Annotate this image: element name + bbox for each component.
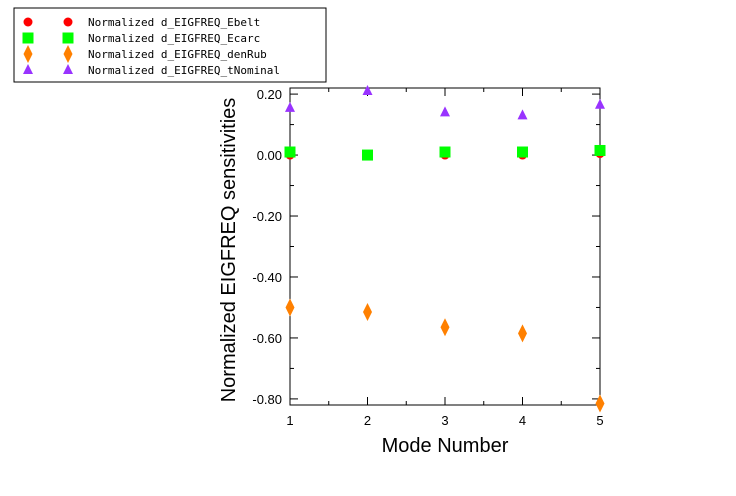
legend-entry: Normalized d_EIGFREQ_denRub xyxy=(23,45,267,63)
legend-marker xyxy=(23,64,33,74)
legend-marker xyxy=(23,45,33,63)
y-axis-label: Normalized EIGFREQ sensitivities xyxy=(218,98,240,403)
y-tick-label: -0.80 xyxy=(252,392,282,407)
data-point xyxy=(594,144,606,156)
data-point xyxy=(284,146,296,158)
data-point xyxy=(439,146,451,158)
x-tick-label: 4 xyxy=(519,413,526,428)
x-tick-label: 1 xyxy=(286,413,293,428)
data-point xyxy=(595,394,605,413)
data-point xyxy=(362,149,373,161)
y-tick-label: -0.20 xyxy=(252,209,282,224)
x-axis-label: Mode Number xyxy=(382,435,509,457)
series-triangle xyxy=(285,85,605,120)
data-point xyxy=(363,303,372,322)
legend-label: Normalized d_EIGFREQ_tNominal xyxy=(88,64,280,77)
legend-marker xyxy=(63,17,73,27)
legend-marker xyxy=(22,32,34,44)
data-point xyxy=(440,318,450,337)
plot-area: 1 2 3 4 5 0.20 0.00 -0.20 -0.40 -0.60 -0.80 xyxy=(252,85,606,428)
data-point xyxy=(362,85,373,96)
data-point xyxy=(517,109,528,120)
legend-label: Normalized d_EIGFREQ_Ecarc xyxy=(88,32,260,45)
y-tick-label: -0.60 xyxy=(252,331,282,346)
legend-label: Normalized d_EIGFREQ_Ebelt xyxy=(88,16,260,29)
legend-label: Normalized d_EIGFREQ_denRub xyxy=(88,48,267,61)
data-point xyxy=(285,101,295,112)
y-tick-label: -0.40 xyxy=(252,270,282,285)
y-tick-label: 0.00 xyxy=(257,148,282,163)
data-point xyxy=(518,324,527,343)
legend-marker xyxy=(23,17,33,27)
legend-marker xyxy=(63,64,73,74)
legend-marker xyxy=(63,45,73,63)
y-tick-label: 0.20 xyxy=(257,87,282,102)
legend-entry: Normalized d_EIGFREQ_Ebelt xyxy=(23,16,260,29)
data-point xyxy=(595,98,605,109)
legend-marker xyxy=(62,32,74,44)
x-tick-label: 2 xyxy=(364,413,371,428)
data-point xyxy=(517,146,528,158)
legend-entry: Normalized d_EIGFREQ_Ecarc xyxy=(22,32,260,45)
data-point xyxy=(285,298,295,317)
x-tick-label: 5 xyxy=(596,413,603,428)
series-diamond xyxy=(285,298,605,413)
legend: Normalized d_EIGFREQ_Ebelt Normalized d_E… xyxy=(13,7,327,83)
plot-frame xyxy=(289,87,601,406)
data-point xyxy=(440,106,450,117)
legend-entry: Normalized d_EIGFREQ_tNominal xyxy=(23,64,280,77)
x-tick-label: 3 xyxy=(441,413,448,428)
series-square xyxy=(284,144,606,161)
